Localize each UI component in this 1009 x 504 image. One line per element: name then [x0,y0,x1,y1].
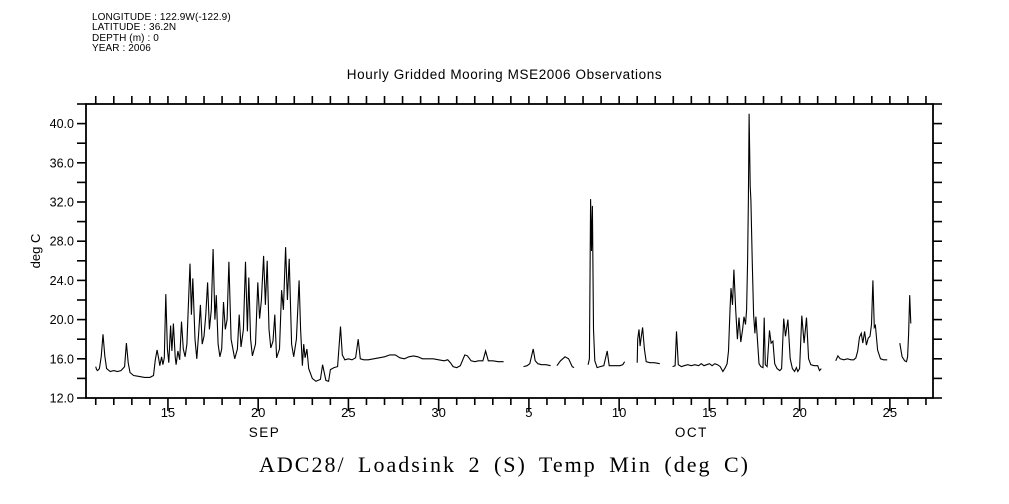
svg-text:25: 25 [883,405,897,420]
svg-text:24.0: 24.0 [50,274,74,288]
svg-text:5: 5 [525,405,532,420]
svg-text:10: 10 [612,405,626,420]
series-segment [587,199,626,369]
y-tick-labels: 12.0 16.0 20.0 24.0 28.0 32.0 36.0 40.0 [50,117,74,405]
y-axis-ticks [77,103,942,399]
y-axis-label: deg C [28,234,43,269]
metadata-latitude: LATITUDE : 36.2N [92,22,177,34]
svg-text:30: 30 [431,405,445,420]
series-segment [556,356,575,369]
svg-text:12.0: 12.0 [50,392,74,406]
svg-text:32.0: 32.0 [50,196,74,210]
x-tick-labels: 15 20 25 30 5 10 15 20 25 [161,405,897,420]
svg-text:40.0: 40.0 [50,117,74,131]
series-segment [672,113,822,373]
svg-text:36.0: 36.0 [50,156,74,170]
svg-text:20: 20 [251,405,265,420]
metadata-block: LONGITUDE : 122.9W(-122.9) LATITUDE : 36… [92,12,231,55]
svg-text:28.0: 28.0 [50,235,74,249]
chart-caption: ADC28/ Loadsink 2 (S) Temp Min (deg C) [259,452,750,477]
svg-text:15: 15 [161,405,175,420]
svg-text:SEP: SEP [249,425,281,440]
series-segment [835,280,888,362]
month-labels: SEP OCT [249,425,708,440]
chart-title: Hourly Gridded Mooring MSE2006 Observati… [346,67,663,82]
series-segment [95,247,504,383]
svg-text:15: 15 [702,405,716,420]
plot-frame [85,103,934,399]
svg-text:25: 25 [341,405,355,420]
svg-text:16.0: 16.0 [50,352,74,366]
metadata-depth: DEPTH (m) : 0 [92,32,159,44]
series-line [95,113,912,383]
svg-text:OCT: OCT [675,425,708,440]
series-segment [899,295,912,363]
series-segment [523,348,551,368]
svg-text:20: 20 [792,405,806,420]
metadata-longitude: LONGITUDE : 122.9W(-122.9) [92,12,231,23]
svg-text:20.0: 20.0 [50,313,74,327]
series-segment [636,327,660,365]
x-axis-ticks [94,96,927,411]
metadata-year: YEAR : 2006 [92,43,151,55]
